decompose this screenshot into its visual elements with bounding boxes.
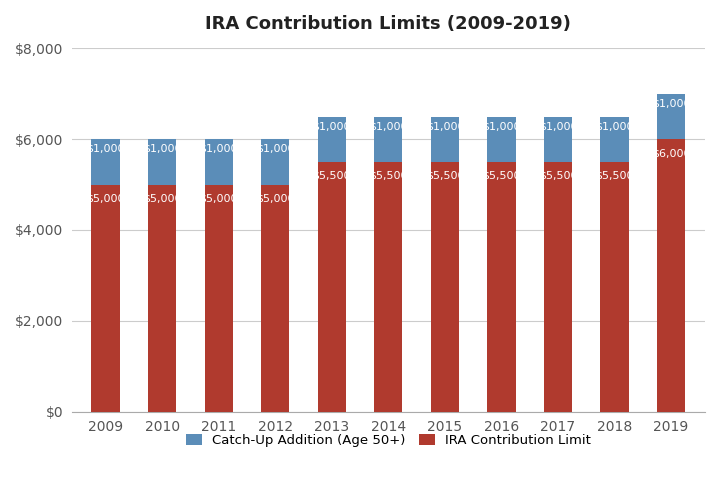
Text: $5,000: $5,000 [256, 194, 294, 203]
Text: $6,000: $6,000 [652, 148, 690, 158]
Bar [91, 139, 120, 184]
Text: $5,500: $5,500 [369, 171, 408, 181]
Bar [261, 184, 289, 412]
Text: $5,000: $5,000 [86, 194, 125, 203]
Text: $1,000: $1,000 [482, 121, 521, 131]
Text: $1,000: $1,000 [426, 121, 464, 131]
Bar [374, 116, 402, 162]
Bar [431, 116, 459, 162]
Bar [204, 184, 233, 412]
Bar [148, 184, 176, 412]
Bar [544, 162, 572, 412]
Bar [318, 162, 346, 412]
Bar [657, 139, 685, 411]
Bar [544, 116, 572, 162]
Text: $1,000: $1,000 [199, 144, 238, 154]
Text: $5,500: $5,500 [312, 171, 351, 181]
Bar [148, 139, 176, 184]
Text: $5,500: $5,500 [482, 171, 521, 181]
Text: $1,000: $1,000 [256, 144, 294, 154]
Text: $1,000: $1,000 [312, 121, 351, 131]
Bar [91, 184, 120, 412]
Bar [318, 116, 346, 162]
Bar [487, 162, 516, 412]
Bar [487, 116, 516, 162]
Text: $1,000: $1,000 [652, 98, 690, 108]
Bar [600, 116, 629, 162]
Bar [261, 139, 289, 184]
Text: $1,000: $1,000 [369, 121, 408, 131]
Text: $5,500: $5,500 [539, 171, 577, 181]
Text: $1,000: $1,000 [595, 121, 634, 131]
Legend: Catch-Up Addition (Age 50+), IRA Contribution Limit: Catch-Up Addition (Age 50+), IRA Contrib… [181, 428, 596, 452]
Title: IRA Contribution Limits (2009-2019): IRA Contribution Limits (2009-2019) [205, 15, 571, 33]
Text: $5,500: $5,500 [426, 171, 464, 181]
Bar [431, 162, 459, 412]
Text: $1,000: $1,000 [539, 121, 577, 131]
Text: $1,000: $1,000 [143, 144, 181, 154]
Bar [204, 139, 233, 184]
Text: $1,000: $1,000 [86, 144, 125, 154]
Text: $5,500: $5,500 [595, 171, 634, 181]
Bar [657, 94, 685, 139]
Bar [374, 162, 402, 412]
Bar [600, 162, 629, 412]
Text: $5,000: $5,000 [143, 194, 181, 203]
Text: $5,000: $5,000 [199, 194, 238, 203]
